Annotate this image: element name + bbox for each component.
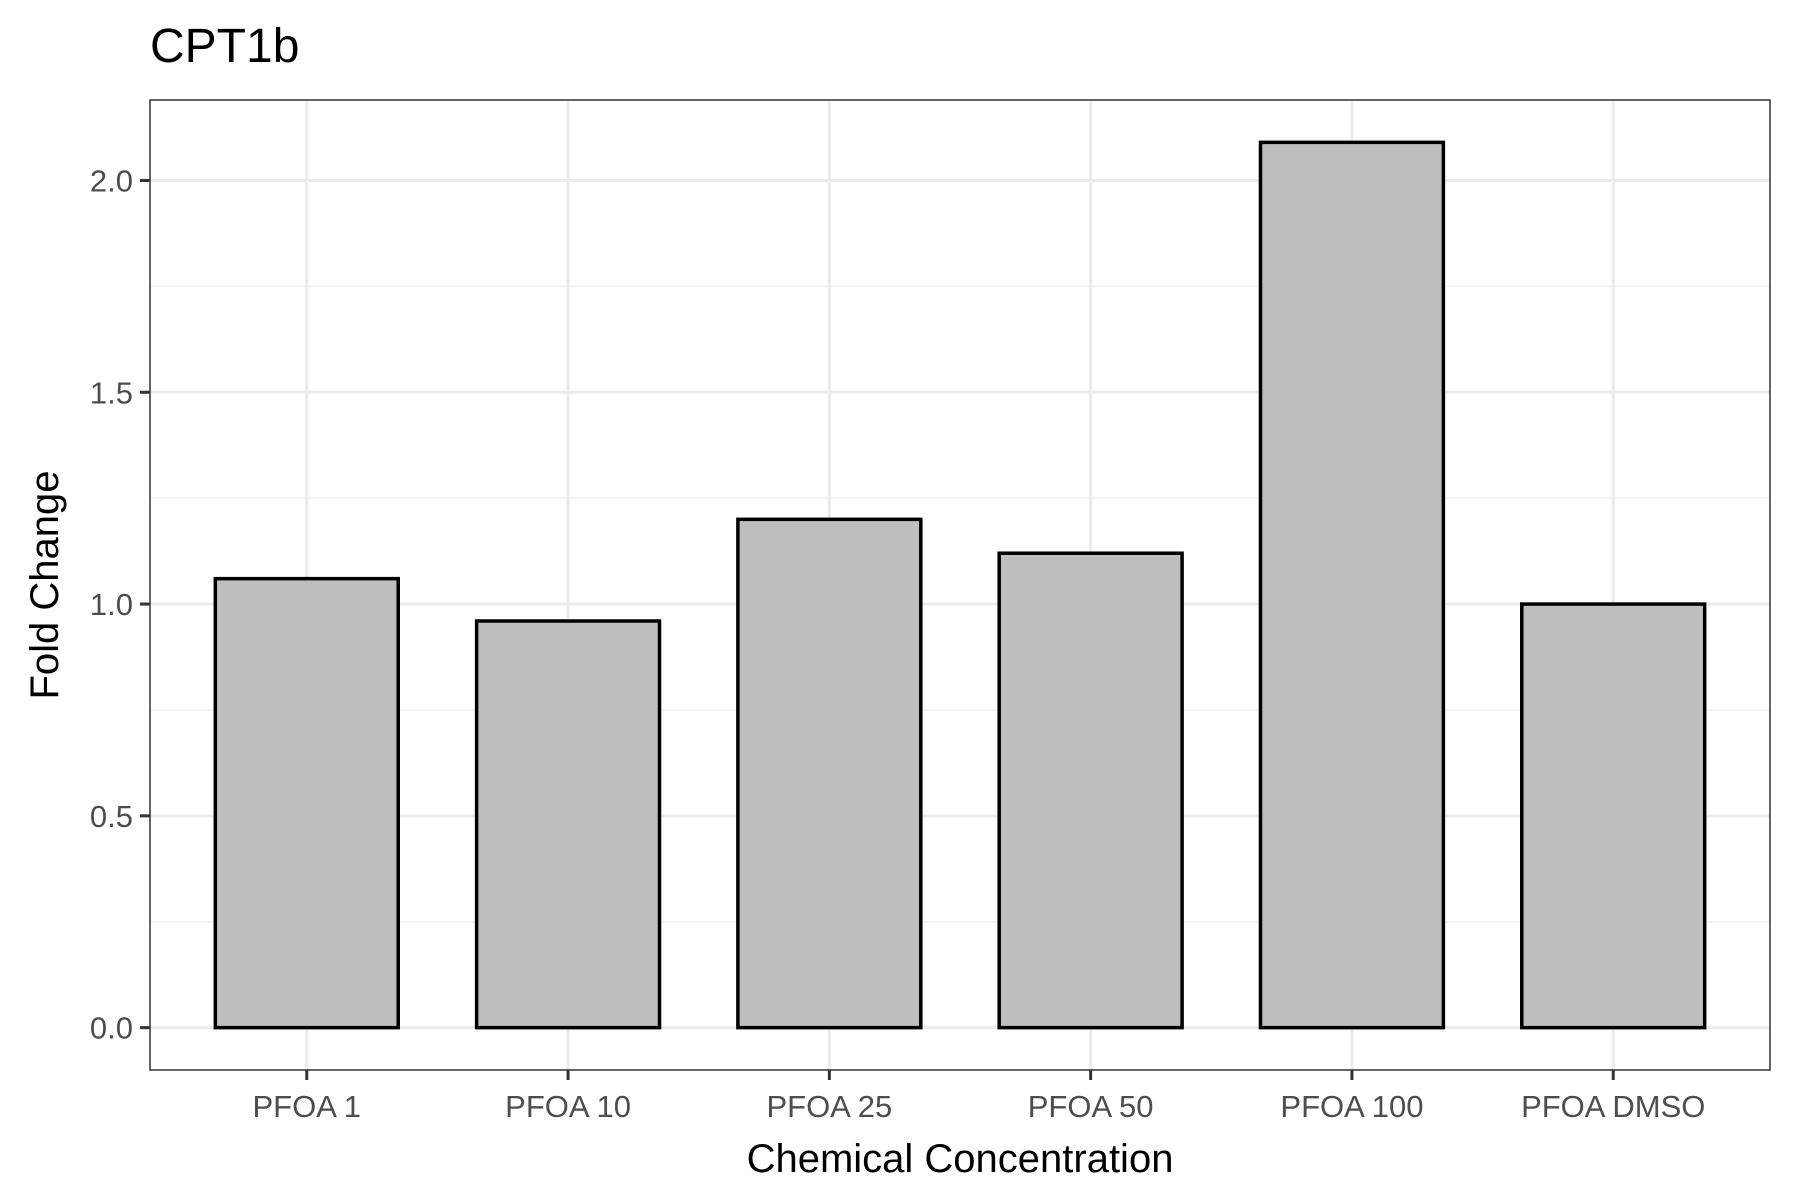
bar bbox=[997, 551, 1184, 1030]
x-tick-label: PFOA DMSO bbox=[1521, 1089, 1705, 1124]
bar bbox=[1258, 140, 1446, 1030]
x-tick-label: PFOA 10 bbox=[505, 1089, 631, 1124]
y-tick-label: 1.0 bbox=[90, 587, 133, 622]
bars bbox=[213, 140, 1707, 1030]
x-tick-label: PFOA 50 bbox=[1028, 1089, 1154, 1124]
chart-title: CPT1b bbox=[150, 20, 299, 73]
bar bbox=[1520, 602, 1707, 1030]
y-tick-label: 0.0 bbox=[90, 1011, 133, 1046]
y-tick-label: 2.0 bbox=[90, 163, 133, 198]
plot-panel bbox=[150, 100, 1770, 1070]
plot-panel-border bbox=[149, 99, 1771, 1071]
y-axis-label: Fold Change bbox=[23, 470, 67, 699]
bar bbox=[213, 576, 400, 1030]
y-tick-label: 1.5 bbox=[90, 375, 133, 410]
x-tick-label: PFOA 25 bbox=[766, 1089, 892, 1124]
bar bbox=[474, 619, 662, 1030]
x-tick-label: PFOA 100 bbox=[1280, 1089, 1423, 1124]
y-tick-label: 0.5 bbox=[90, 799, 133, 834]
x-axis-label: Chemical Concentration bbox=[747, 1137, 1174, 1181]
axis-ticks: 0.0 0.5 1.0 1.5 2.0 PFOA 1 PFOA 10 PFOA 25 PFOA … bbox=[90, 163, 1705, 1124]
x-tick-label: PFOA 1 bbox=[253, 1089, 362, 1124]
bar bbox=[736, 517, 923, 1030]
